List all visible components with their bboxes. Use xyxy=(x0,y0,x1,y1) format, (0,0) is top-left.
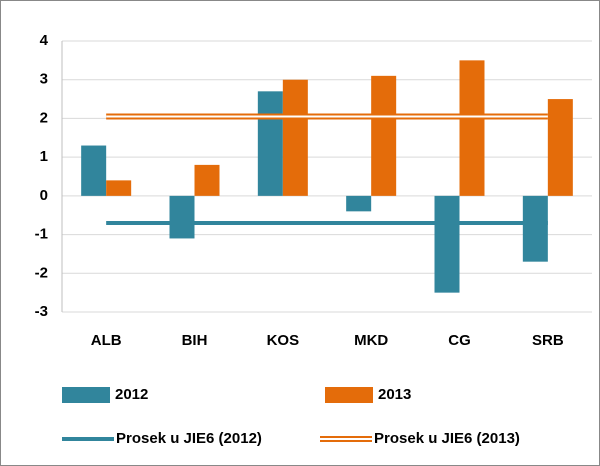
y-tick-label: -1 xyxy=(35,226,48,243)
bar xyxy=(346,195,372,212)
x-tick-label: BIH xyxy=(182,332,208,349)
y-tick-label: -2 xyxy=(35,264,48,281)
x-tick-label: KOS xyxy=(267,332,300,349)
bar xyxy=(194,164,220,196)
y-tick-label: -3 xyxy=(35,303,48,320)
bar xyxy=(282,79,308,196)
legend-swatch xyxy=(325,387,373,403)
bar xyxy=(522,195,548,262)
bar xyxy=(169,195,195,239)
bar xyxy=(547,99,573,196)
x-tick-label: CG xyxy=(448,332,471,349)
x-tick-label: SRB xyxy=(532,332,564,349)
bar xyxy=(434,195,460,293)
legend-label: Prosek u JIE6 (2012) xyxy=(116,430,262,447)
bar xyxy=(257,91,283,196)
y-tick-label: 1 xyxy=(40,148,48,165)
legend-label: 2013 xyxy=(378,386,411,403)
y-tick-label: 2 xyxy=(40,109,48,126)
bar xyxy=(459,60,485,196)
y-tick-label: 0 xyxy=(40,187,48,204)
legend-label: 2012 xyxy=(115,386,148,403)
x-tick-label: MKD xyxy=(354,332,388,349)
bar xyxy=(81,145,107,196)
x-tick-label: ALB xyxy=(91,332,122,349)
bar xyxy=(371,75,397,196)
bar xyxy=(106,180,132,196)
y-tick-label: 4 xyxy=(40,32,49,49)
y-tick-label: 3 xyxy=(40,71,48,88)
legend-label: Prosek u JIE6 (2013) xyxy=(374,430,520,447)
legend-swatch xyxy=(62,387,110,403)
